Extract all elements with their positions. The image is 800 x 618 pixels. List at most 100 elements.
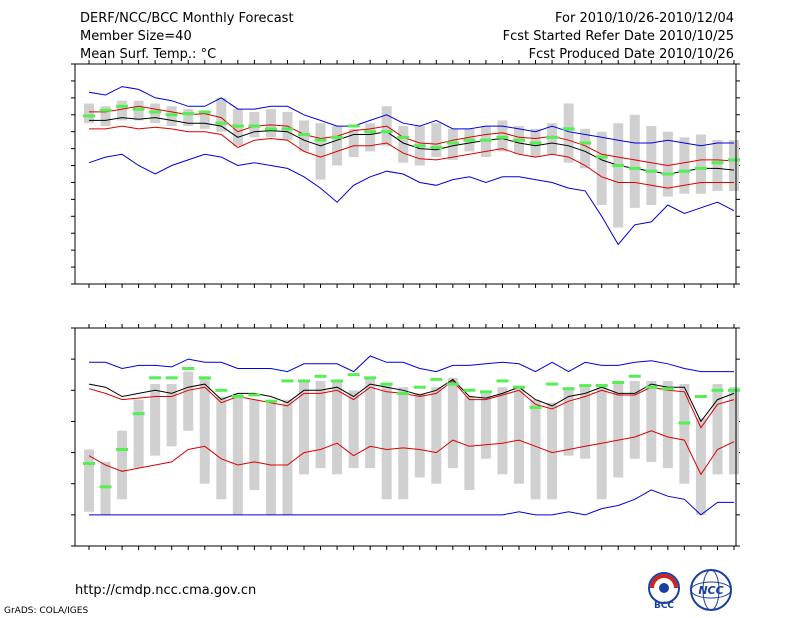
- precipitation-panel: [71, 324, 740, 550]
- obs-mark: [529, 141, 542, 145]
- obs-mark: [248, 393, 261, 397]
- obs-mark: [215, 388, 228, 392]
- obs-mark: [463, 138, 476, 142]
- temperature-panel: [71, 60, 740, 288]
- min-line: [88, 153, 735, 246]
- obs-mark: [430, 145, 443, 149]
- box-bar: [265, 402, 276, 515]
- box-bar: [447, 377, 458, 469]
- obs-mark: [678, 169, 691, 173]
- box-bar: [646, 126, 657, 206]
- box-bar: [596, 384, 607, 500]
- obs-mark: [132, 412, 145, 416]
- grads-credit: GrADS: COLA/IGES: [4, 606, 89, 616]
- p75-line: [88, 380, 735, 429]
- box-bar: [729, 387, 739, 475]
- box-bar: [84, 103, 94, 124]
- box-bar: [580, 128, 591, 169]
- mean-line: [88, 378, 735, 423]
- box-bar: [133, 399, 144, 469]
- p25-line: [89, 125, 734, 189]
- obs-mark: [413, 385, 426, 389]
- box-bar: [365, 377, 376, 469]
- box-bar: [348, 128, 359, 158]
- obs-mark: [562, 127, 575, 131]
- obs-mark: [231, 124, 244, 128]
- ncc-logo-label: NCC: [698, 584, 723, 597]
- box-bar: [216, 396, 227, 500]
- box-bar: [695, 418, 706, 515]
- obs-mark: [661, 172, 674, 176]
- obs-mark: [298, 133, 310, 137]
- obs-mark: [513, 138, 525, 142]
- p25-line: [88, 430, 735, 476]
- box-bar: [265, 109, 276, 138]
- box-bar: [613, 384, 624, 478]
- box-bar: [431, 387, 442, 484]
- box-bar: [183, 109, 194, 127]
- box-bar: [117, 430, 128, 500]
- obs-mark: [182, 366, 195, 370]
- obs-mark: [99, 108, 112, 112]
- obs-mark: [231, 395, 244, 399]
- box-bar: [216, 97, 227, 132]
- obs-mark: [182, 112, 195, 116]
- obs-mark: [694, 395, 707, 399]
- obs-mark: [198, 110, 211, 114]
- obs-mark: [116, 447, 129, 451]
- box-bar: [84, 449, 94, 512]
- obs-mark: [99, 485, 112, 489]
- box-bar: [166, 384, 177, 447]
- box-bar: [679, 137, 690, 194]
- plot-frame: [74, 327, 737, 547]
- box-bar: [315, 380, 326, 469]
- box-bar: [563, 387, 574, 456]
- max-line: [89, 355, 734, 373]
- forecast-period: For 2010/10/26-2010/12/04: [555, 11, 734, 26]
- box-bar: [613, 123, 624, 228]
- source-url[interactable]: http://cmdp.ncc.cma.gov.cn: [75, 583, 257, 598]
- box-bar: [464, 396, 475, 490]
- min-line: [89, 489, 734, 516]
- obs-mark: [132, 107, 145, 111]
- obs-mark: [149, 110, 162, 114]
- box-bar: [563, 103, 574, 163]
- obs-mark: [83, 461, 95, 465]
- box-bar: [117, 100, 128, 121]
- box-bar: [431, 123, 442, 158]
- obs-mark: [331, 135, 344, 139]
- max-line: [88, 86, 734, 147]
- obs-mark: [694, 166, 707, 170]
- bcc-logo-label: BCC: [654, 601, 674, 610]
- obs-mark: [149, 376, 162, 380]
- box-bar: [232, 393, 243, 515]
- obs-mark: [678, 421, 691, 425]
- box-bar: [299, 380, 309, 475]
- box-bar: [199, 111, 210, 129]
- obs-mark: [446, 141, 459, 145]
- box-bar: [695, 134, 706, 194]
- obs-mark: [711, 388, 724, 392]
- obs-mark: [645, 385, 658, 389]
- obs-mark: [628, 374, 641, 378]
- obs-mark: [562, 387, 575, 391]
- obs-mark: [397, 391, 410, 395]
- obs-mark: [364, 130, 377, 134]
- obs-mark: [529, 405, 542, 409]
- box-bar: [679, 384, 690, 484]
- mean-line: [89, 117, 735, 175]
- p75-line: [89, 105, 735, 167]
- obs-mark: [116, 104, 129, 108]
- obs-mark: [728, 158, 740, 162]
- obs-mark: [264, 127, 277, 131]
- variable-label: Mean Surf. Temp.: °C: [80, 47, 217, 62]
- obs-mark: [479, 138, 492, 142]
- box-bar: [662, 380, 673, 469]
- obs-mark: [628, 166, 641, 170]
- box-bar: [199, 377, 210, 484]
- box-bar: [497, 387, 508, 475]
- box-bar: [547, 402, 558, 500]
- obs-mark: [215, 121, 228, 125]
- obs-mark: [496, 135, 509, 139]
